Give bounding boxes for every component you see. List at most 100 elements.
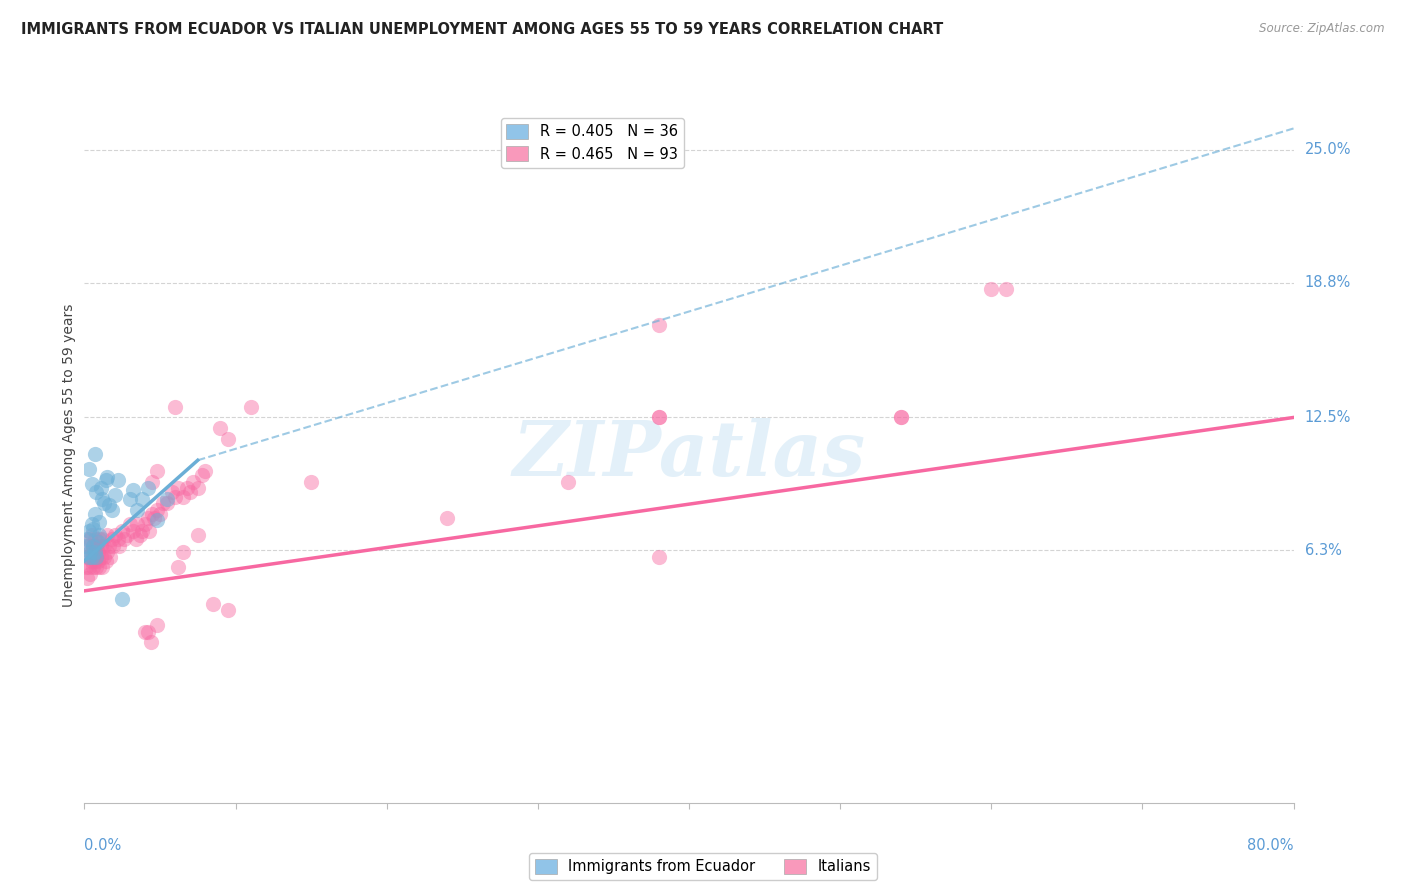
Point xyxy=(80,554,103,568)
Point xyxy=(100,502,122,516)
Point xyxy=(995,282,1018,296)
Point xyxy=(89,560,111,574)
Point xyxy=(107,533,129,547)
Point xyxy=(86,560,108,574)
Point xyxy=(217,603,239,617)
Point xyxy=(100,533,122,547)
Point xyxy=(115,528,138,542)
Point xyxy=(93,496,115,510)
Point xyxy=(156,491,179,506)
Point xyxy=(217,432,239,446)
Point xyxy=(97,498,120,512)
Point xyxy=(86,539,108,553)
Point xyxy=(131,524,153,538)
Point xyxy=(108,539,131,553)
Point xyxy=(91,533,114,547)
Legend: Immigrants from Ecuador, Italians: Immigrants from Ecuador, Italians xyxy=(529,853,877,880)
Point xyxy=(141,475,163,489)
Text: 12.5%: 12.5% xyxy=(1305,410,1351,425)
Point xyxy=(167,560,190,574)
Point xyxy=(201,597,224,611)
Point xyxy=(79,533,101,547)
Point xyxy=(163,490,186,504)
Point xyxy=(172,490,194,504)
Point xyxy=(80,528,103,542)
Text: 80.0%: 80.0% xyxy=(1247,838,1294,854)
Point xyxy=(125,533,148,547)
Point xyxy=(90,549,112,564)
Point xyxy=(90,481,112,495)
Point xyxy=(136,481,159,495)
Text: ZIPatlas: ZIPatlas xyxy=(512,418,866,491)
Point xyxy=(101,539,124,553)
Point xyxy=(160,485,183,500)
Point xyxy=(142,511,165,525)
Point xyxy=(86,549,108,564)
Point xyxy=(136,511,159,525)
Point xyxy=(84,447,107,461)
Text: 6.3%: 6.3% xyxy=(1305,542,1341,558)
Point xyxy=(77,560,100,574)
Point xyxy=(84,545,107,559)
Point xyxy=(76,533,98,547)
Point xyxy=(89,516,111,530)
Point xyxy=(91,491,114,506)
Text: Source: ZipAtlas.com: Source: ZipAtlas.com xyxy=(1260,22,1385,36)
Point xyxy=(75,539,97,553)
Point xyxy=(557,475,579,489)
Point xyxy=(96,545,118,559)
Point xyxy=(94,473,117,487)
Point xyxy=(104,528,127,542)
Point xyxy=(87,554,110,568)
Text: 18.8%: 18.8% xyxy=(1305,275,1351,290)
Legend: R = 0.405   N = 36, R = 0.465   N = 93: R = 0.405 N = 36, R = 0.465 N = 93 xyxy=(501,118,683,168)
Point xyxy=(131,491,153,506)
Point xyxy=(436,511,458,525)
Point xyxy=(118,517,141,532)
Point xyxy=(149,507,172,521)
Point xyxy=(980,282,1002,296)
Point xyxy=(76,571,98,585)
Point xyxy=(104,487,127,501)
Point xyxy=(107,473,129,487)
Point xyxy=(146,513,169,527)
Point xyxy=(138,524,160,538)
Point xyxy=(79,566,101,581)
Point xyxy=(647,410,671,425)
Point xyxy=(75,560,97,574)
Point xyxy=(77,462,100,476)
Point xyxy=(146,464,169,478)
Point xyxy=(80,476,103,491)
Point xyxy=(89,533,111,547)
Point xyxy=(82,549,104,564)
Point xyxy=(172,545,194,559)
Point xyxy=(77,549,100,564)
Text: IMMIGRANTS FROM ECUADOR VS ITALIAN UNEMPLOYMENT AMONG AGES 55 TO 59 YEARS CORREL: IMMIGRANTS FROM ECUADOR VS ITALIAN UNEMP… xyxy=(21,22,943,37)
Point xyxy=(127,502,149,516)
Point xyxy=(111,592,134,607)
Point xyxy=(146,618,169,632)
Point xyxy=(647,410,671,425)
Point xyxy=(90,539,112,553)
Point xyxy=(163,400,186,414)
Point xyxy=(96,528,118,542)
Point xyxy=(141,507,163,521)
Point xyxy=(152,496,174,510)
Point xyxy=(890,410,912,425)
Point xyxy=(98,549,121,564)
Point xyxy=(191,468,214,483)
Point xyxy=(86,485,108,500)
Point xyxy=(77,524,100,538)
Point xyxy=(239,400,262,414)
Point xyxy=(121,524,143,538)
Point xyxy=(187,528,209,542)
Point xyxy=(93,539,115,553)
Point xyxy=(139,635,162,649)
Point xyxy=(97,539,120,553)
Text: 0.0%: 0.0% xyxy=(84,838,121,854)
Point xyxy=(134,517,156,532)
Point xyxy=(87,545,110,559)
Point xyxy=(82,560,104,574)
Point xyxy=(77,539,100,553)
Point xyxy=(79,545,101,559)
